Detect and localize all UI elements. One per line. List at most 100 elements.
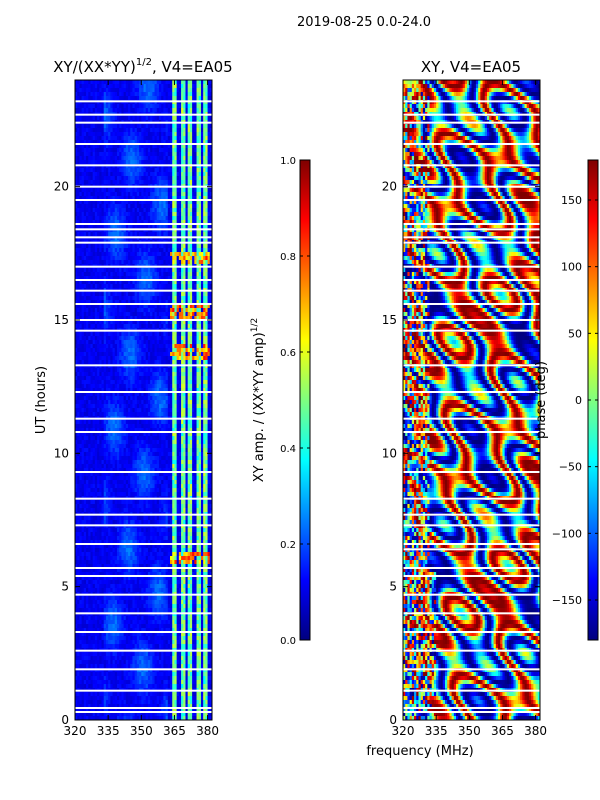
panel1-ylabel: UT (hours) [34, 366, 49, 434]
flagged-row [75, 289, 212, 292]
flagged-row [403, 689, 540, 692]
panel1-title-sup: 1/2 [136, 57, 152, 68]
phase-heatmap [403, 80, 540, 720]
flagged-row [403, 471, 540, 473]
flagged-row [75, 228, 212, 231]
x-tick-label: 335 [97, 724, 120, 738]
flagged-row [403, 223, 540, 225]
flagged-row [75, 417, 212, 420]
flagged-row [75, 199, 212, 201]
panel1-title-tail: , V4=EA05 [152, 58, 233, 76]
cb-tick-label: 0.4 [280, 444, 296, 455]
flagged-row [403, 513, 540, 516]
flagged-row [403, 575, 540, 577]
x-tick-label: 365 [163, 724, 186, 738]
panel1-title: XY/(XX*YY)1/2, V4=EA05 [53, 57, 232, 76]
flagged-row [403, 364, 540, 367]
y-tick-label: 20 [382, 180, 397, 194]
amplitude-colorbar [299, 159, 311, 641]
flagged-row [403, 631, 540, 633]
amplitude-colorbar-ticks: 0.0 0.2 0.4 0.6 0.8 1.0 [280, 156, 310, 647]
flagged-row [403, 524, 540, 527]
figure-title: 2019-08-25 0.0-24.0 [297, 15, 431, 30]
flagged-row [403, 121, 540, 124]
flagged-row [403, 228, 540, 231]
flagged-row [75, 329, 212, 332]
panel1-axes: 320 335 350 365 380 0 5 10 15 20 [54, 80, 219, 738]
y-tick-label: 15 [382, 313, 397, 327]
flagged-row [75, 612, 212, 615]
cb-tick-label: −150 [552, 594, 582, 607]
flagged-row [403, 612, 540, 615]
flagged-row [75, 364, 212, 367]
flagged-row [403, 707, 540, 709]
y-tick-label: 0 [61, 713, 69, 727]
flagged-row [403, 185, 540, 188]
flagged-row [403, 265, 540, 268]
amplitude-heatmap [75, 80, 212, 720]
shared-xlabel: frequency (MHz) [366, 744, 473, 759]
flagged-row [403, 548, 540, 551]
flagged-row [403, 199, 540, 201]
cb-tick-label: 100 [561, 261, 582, 274]
cb-tick-label: 0.8 [280, 252, 296, 263]
flagged-row [75, 631, 212, 633]
flagged-row [75, 593, 212, 596]
flagged-row [75, 185, 212, 188]
panel2-frame [402, 79, 541, 721]
cb1-label-main: XY amp. / (XX*YY amp) [252, 332, 267, 482]
x-tick-label: 350 [458, 724, 481, 738]
flagged-row [403, 391, 540, 393]
flagged-row [75, 649, 212, 652]
cb-tick-label: 1.0 [280, 156, 296, 167]
x-tick-label: 380 [196, 724, 219, 738]
flagged-row [75, 431, 212, 433]
cb-tick-label: −50 [559, 461, 582, 474]
flagged-row [403, 593, 540, 596]
flagged-row [403, 319, 540, 321]
flagged-row [403, 668, 540, 671]
flagged-row [403, 143, 540, 145]
panel1-frame [74, 79, 213, 721]
flagged-row [403, 100, 540, 103]
y-tick-label: 10 [382, 446, 397, 460]
cb1-label-sup: 1/2 [250, 318, 260, 332]
flagged-row [403, 417, 540, 420]
flagged-row [403, 543, 540, 545]
flagged-row [75, 497, 212, 500]
flagged-row [403, 279, 540, 281]
flagged-row [75, 143, 212, 145]
x-tick-label: 380 [524, 724, 547, 738]
flagged-row [75, 668, 212, 671]
flagged-row [403, 289, 540, 292]
flagged-row [403, 329, 540, 332]
flagged-row [75, 711, 212, 713]
flagged-row [403, 303, 540, 305]
flagged-row [403, 236, 540, 239]
flagged-row [75, 689, 212, 692]
flagged-row [75, 567, 212, 569]
flagged-row [403, 497, 540, 500]
y-tick-label: 20 [54, 180, 69, 194]
flagged-row [75, 513, 212, 516]
flagged-row [403, 113, 540, 116]
y-tick-label: 5 [61, 580, 69, 594]
flagged-row [75, 113, 212, 116]
flagged-row [403, 649, 540, 652]
flagged-row [75, 241, 212, 244]
x-tick-label: 320 [64, 724, 87, 738]
flagged-row [75, 265, 212, 268]
cb-tick-label: 150 [561, 194, 582, 207]
flagged-row [403, 164, 540, 167]
flagged-row [403, 241, 540, 244]
flagged-row [75, 303, 212, 305]
x-tick-label: 335 [425, 724, 448, 738]
flagged-row [75, 707, 212, 709]
y-tick-label: 0 [389, 713, 397, 727]
cb-tick-label: 50 [568, 327, 582, 340]
panel2-title: XY, V4=EA05 [421, 58, 521, 76]
flagged-row [75, 223, 212, 225]
flagged-row [75, 391, 212, 393]
cb-tick-label: 0 [575, 394, 582, 407]
